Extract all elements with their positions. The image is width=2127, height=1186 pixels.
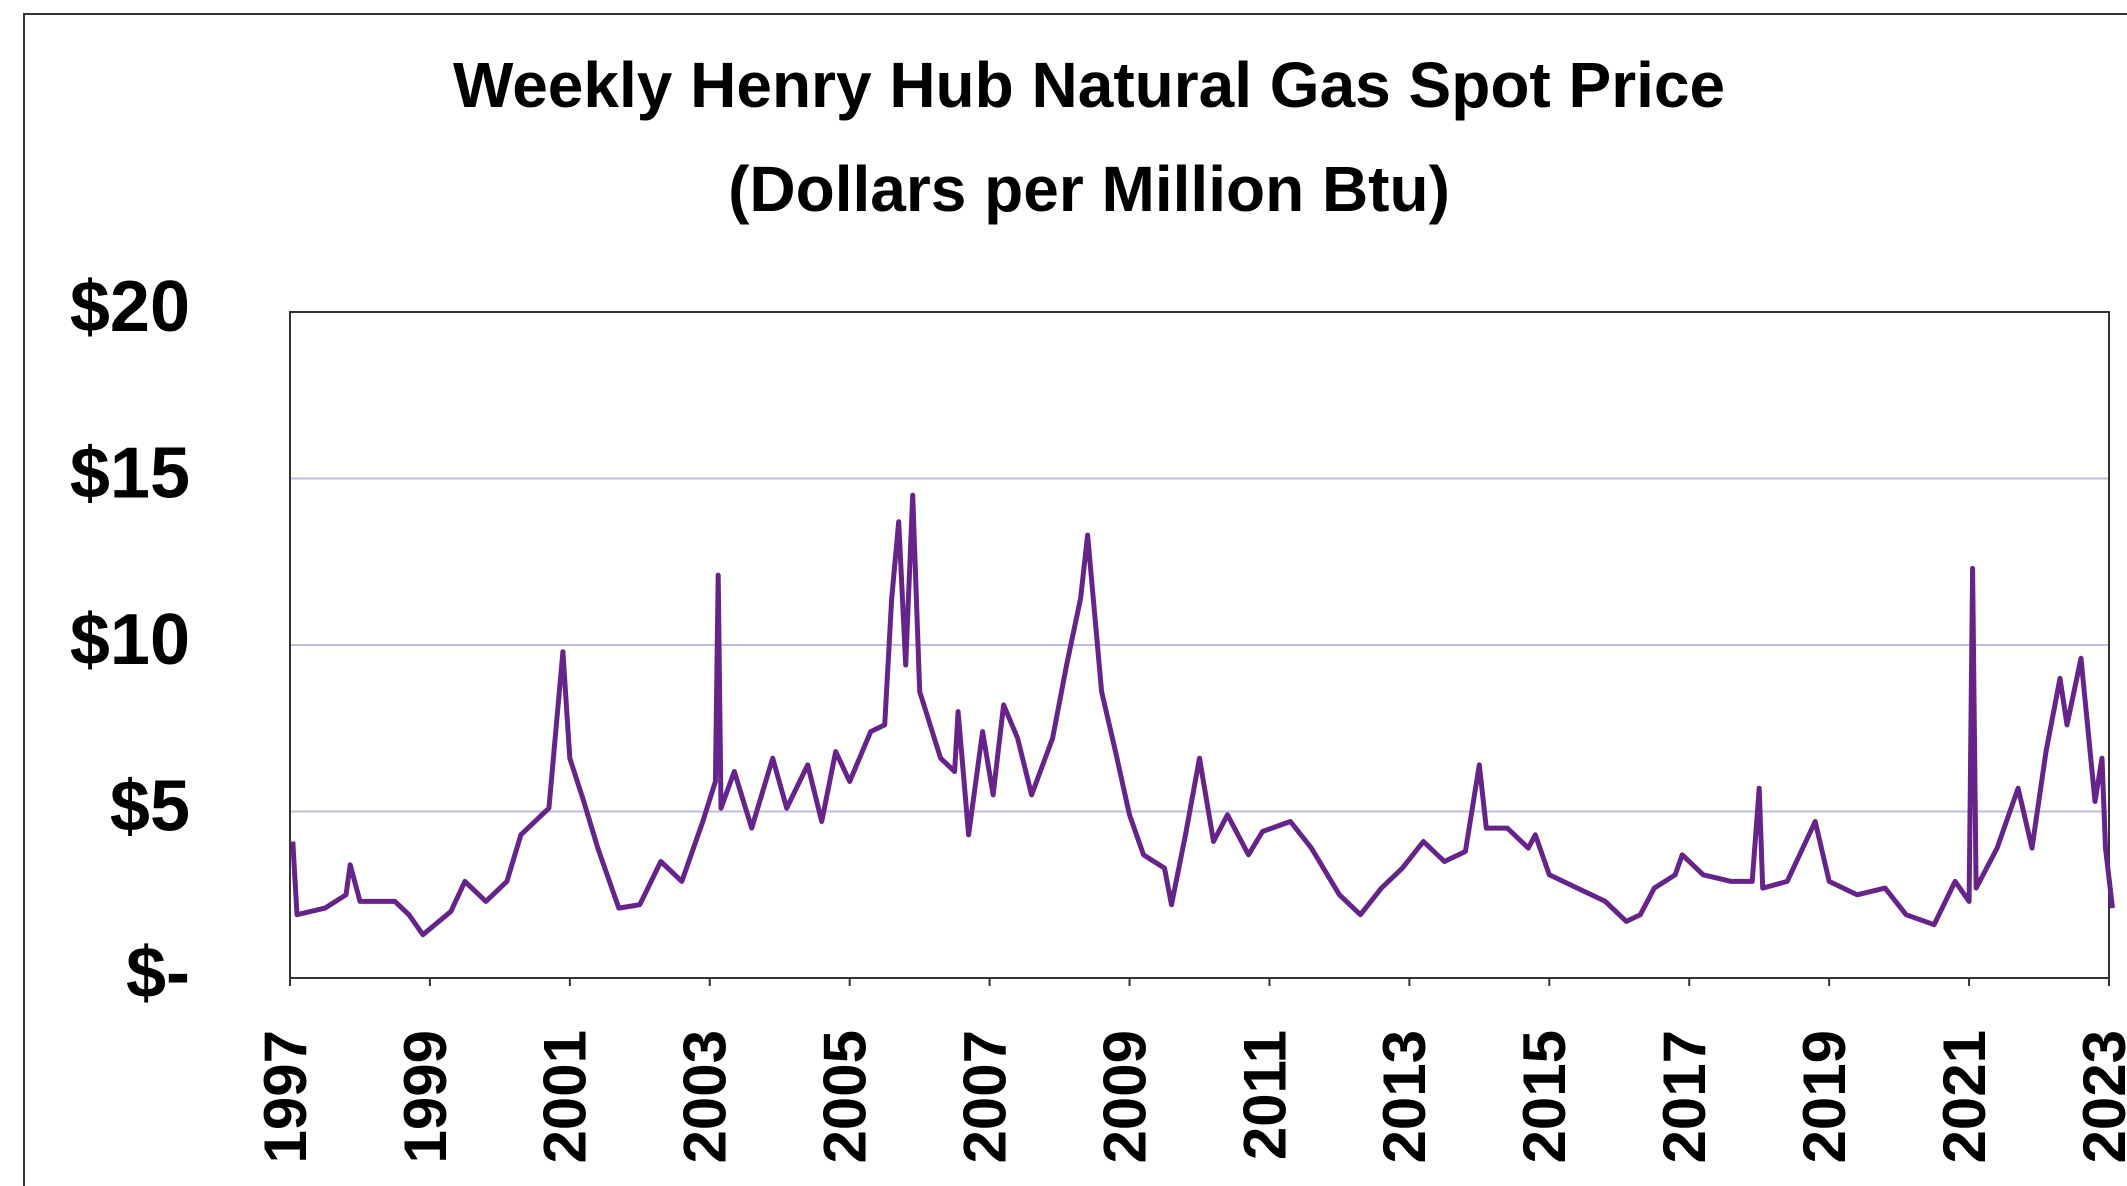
y-tick-label: $15	[70, 434, 190, 514]
x-tick-label: 2009	[1091, 1030, 1158, 1163]
x-tick-label: 2021	[1931, 1030, 1998, 1163]
x-tick-label: 2011	[1231, 1030, 1298, 1160]
y-tick-label: $20	[70, 267, 190, 347]
x-tick-label: 2003	[672, 1030, 739, 1163]
x-tick-label: 1999	[392, 1030, 459, 1163]
chart-title: Weekly Henry Hub Natural Gas Spot Price	[453, 49, 1725, 121]
y-tick-label: $5	[110, 767, 190, 847]
y-tick-label: $-	[126, 933, 190, 1013]
plot-frame	[289, 311, 2110, 979]
x-tick-label: 2005	[812, 1030, 879, 1163]
y-tick-label: $10	[70, 600, 190, 680]
x-tick-label: 2017	[1651, 1030, 1718, 1163]
x-tick-label: 2015	[1511, 1030, 1578, 1163]
x-tick-label: 1997	[252, 1030, 319, 1163]
x-tick-label: 2019	[1791, 1030, 1858, 1163]
price-line	[290, 492, 2115, 938]
chart-subtitle: (Dollars per Million Btu)	[728, 153, 1450, 225]
x-tick-label: 2023	[2071, 1030, 2127, 1163]
x-tick-label: 2013	[1371, 1030, 1438, 1163]
x-tick-label: 2007	[951, 1030, 1018, 1163]
outer-frame	[23, 13, 2127, 1186]
x-tick-label: 2001	[532, 1030, 599, 1163]
